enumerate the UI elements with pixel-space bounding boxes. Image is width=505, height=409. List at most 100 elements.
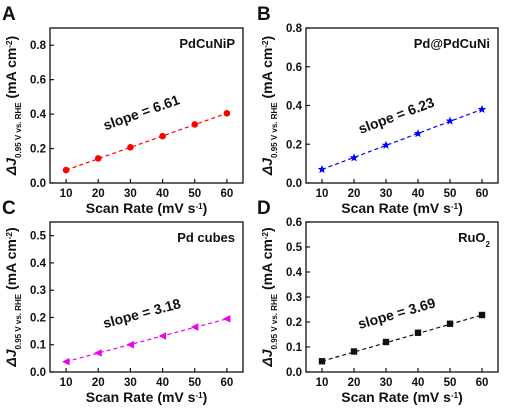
- y-axis-title-end: ): [259, 227, 275, 232]
- x-axis-title-main: Scan Rate (mV s: [341, 389, 451, 405]
- y-tick-label: 0.0: [30, 178, 46, 190]
- y-axis-title-sup: -2: [261, 40, 270, 48]
- data-point: [414, 329, 422, 336]
- x-axis-title-main: Scan Rate (mV s: [341, 200, 451, 216]
- data-point: [445, 116, 455, 125]
- sample-label: Pd@PdCuNi: [414, 36, 490, 51]
- data-point: [318, 358, 326, 365]
- x-axis-title-end: ): [458, 200, 463, 216]
- y-tick-label: 0.2: [30, 144, 46, 156]
- data-point: [381, 140, 391, 149]
- sample-label-sub: 2: [486, 240, 491, 249]
- y-axis-title-end: ): [259, 36, 275, 41]
- data-point: [350, 348, 358, 355]
- sample-label: Pd cubes: [177, 230, 235, 245]
- data-point: [94, 155, 102, 162]
- y-axis-title-delta: ΔJ: [259, 157, 275, 176]
- y-tick-label: 0.4: [30, 258, 47, 270]
- y-axis-title-unit: (mA cm: [259, 48, 275, 103]
- y-tick-label: 0.8: [286, 23, 303, 35]
- y-axis-title: ΔJ0.95 V vs. RHE (mA cm-2): [259, 36, 279, 176]
- y-tick-label: 0.6: [286, 217, 302, 229]
- x-axis-title-sup: -1: [195, 391, 203, 400]
- y-axis-title-sup: -2: [5, 231, 14, 239]
- panel-letter: C: [2, 198, 16, 219]
- x-tick-label: 40: [156, 188, 169, 200]
- plot-frame: [49, 27, 244, 184]
- x-axis-title: Scan Rate (mV s-1): [341, 200, 463, 216]
- x-tick-label: 20: [92, 188, 105, 200]
- x-tick-label: 40: [412, 377, 425, 389]
- y-axis-title-delta: ΔJ: [259, 348, 275, 367]
- data-point: [158, 332, 167, 340]
- x-axis-title-main: Scan Rate (mV s: [86, 200, 196, 216]
- y-tick-label: 0.5: [286, 242, 303, 254]
- data-point: [382, 338, 390, 346]
- x-axis-title: Scan Rate (mV s-1): [341, 389, 463, 405]
- x-tick-label: 60: [221, 188, 234, 200]
- data-point: [191, 121, 199, 128]
- data-point: [478, 311, 486, 319]
- panel-letter: B: [257, 4, 271, 25]
- sample-label: PdCuNiP: [179, 36, 235, 51]
- sample-label-main: Pd@PdCuNi: [414, 36, 490, 51]
- y-tick-label: 0.0: [30, 367, 46, 379]
- y-tick-label: 0.8: [30, 40, 47, 52]
- y-axis-title-delta: ΔJ: [3, 157, 19, 176]
- data-point: [159, 132, 166, 140]
- slope-annotation: slope = 6.23: [356, 94, 436, 137]
- x-tick-label: 10: [316, 188, 329, 200]
- x-tick-label: 50: [188, 188, 201, 200]
- fit-line: [65, 318, 228, 363]
- y-tick-label: 0.5: [30, 231, 47, 243]
- y-tick-label: 0.3: [286, 292, 302, 304]
- fit-line: [321, 314, 483, 362]
- slope-annotation: slope = 3.18: [101, 295, 182, 331]
- y-tick-label: 0.6: [30, 75, 46, 87]
- y-axis-title-sup: -2: [5, 40, 14, 48]
- x-axis-title-end: ): [458, 389, 463, 405]
- sample-label-main: PdCuNiP: [179, 36, 235, 51]
- y-axis-title-delta: ΔJ: [3, 348, 19, 367]
- data-point: [222, 315, 231, 323]
- plot-frame: [49, 221, 244, 373]
- panel-b: B 10 20 30 40 50 60 0.0 0.2 0.4 0.6 0.8 Scan Rate (m…: [257, 4, 499, 216]
- panel-letter: A: [2, 4, 16, 25]
- panel-a: A 10 20 30 40 50 60 0.0 0.2 0.4 0.6 0.8 Scan Rate (m…: [2, 4, 244, 216]
- y-axis-title: ΔJ0.95 V vs. RHE (mA cm-2): [3, 36, 23, 176]
- data-point: [349, 153, 359, 162]
- data-point: [190, 323, 199, 331]
- y-axis-title-unit: (mA cm: [3, 239, 19, 294]
- x-axis-title-sup: -1: [451, 202, 459, 211]
- panel-c: C 10 20 30 40 50 60 0.0 0.1 0.2 0.3 0.4 0.5 Scan Rate…: [2, 198, 244, 405]
- fit-line: [65, 112, 228, 171]
- fit-line: [321, 108, 483, 170]
- y-tick-label: 0.2: [286, 317, 302, 329]
- y-axis-title-sub: 0.95 V vs. RHE: [14, 293, 23, 349]
- data-point: [446, 320, 454, 327]
- y-tick-label: 0.2: [286, 139, 302, 151]
- x-axis-title-main: Scan Rate (mV s: [86, 389, 196, 405]
- x-axis-title-end: ): [203, 200, 208, 216]
- x-axis-title-sup: -1: [451, 391, 459, 400]
- x-tick-label: 40: [412, 188, 425, 200]
- sample-label-main: RuO: [458, 230, 485, 245]
- y-axis-title-sup: -2: [261, 231, 270, 239]
- data-point: [413, 129, 423, 138]
- x-tick-label: 30: [124, 377, 137, 389]
- x-axis-title-end: ): [203, 389, 208, 405]
- y-tick-label: 0.4: [30, 109, 47, 121]
- data-point: [62, 166, 70, 174]
- y-axis-title-sub: 0.95 V vs. RHE: [14, 102, 23, 158]
- y-axis-title-unit: (mA cm: [3, 48, 19, 103]
- x-tick-label: 20: [348, 188, 361, 200]
- x-axis-title: Scan Rate (mV s-1): [86, 200, 208, 216]
- y-tick-label: 0.2: [30, 312, 46, 324]
- x-tick-label: 30: [380, 188, 393, 200]
- x-tick-label: 60: [476, 377, 489, 389]
- y-tick-label: 0.3: [30, 285, 46, 297]
- x-tick-label: 10: [316, 377, 329, 389]
- y-tick-label: 0.0: [286, 367, 302, 379]
- data-point: [127, 144, 134, 151]
